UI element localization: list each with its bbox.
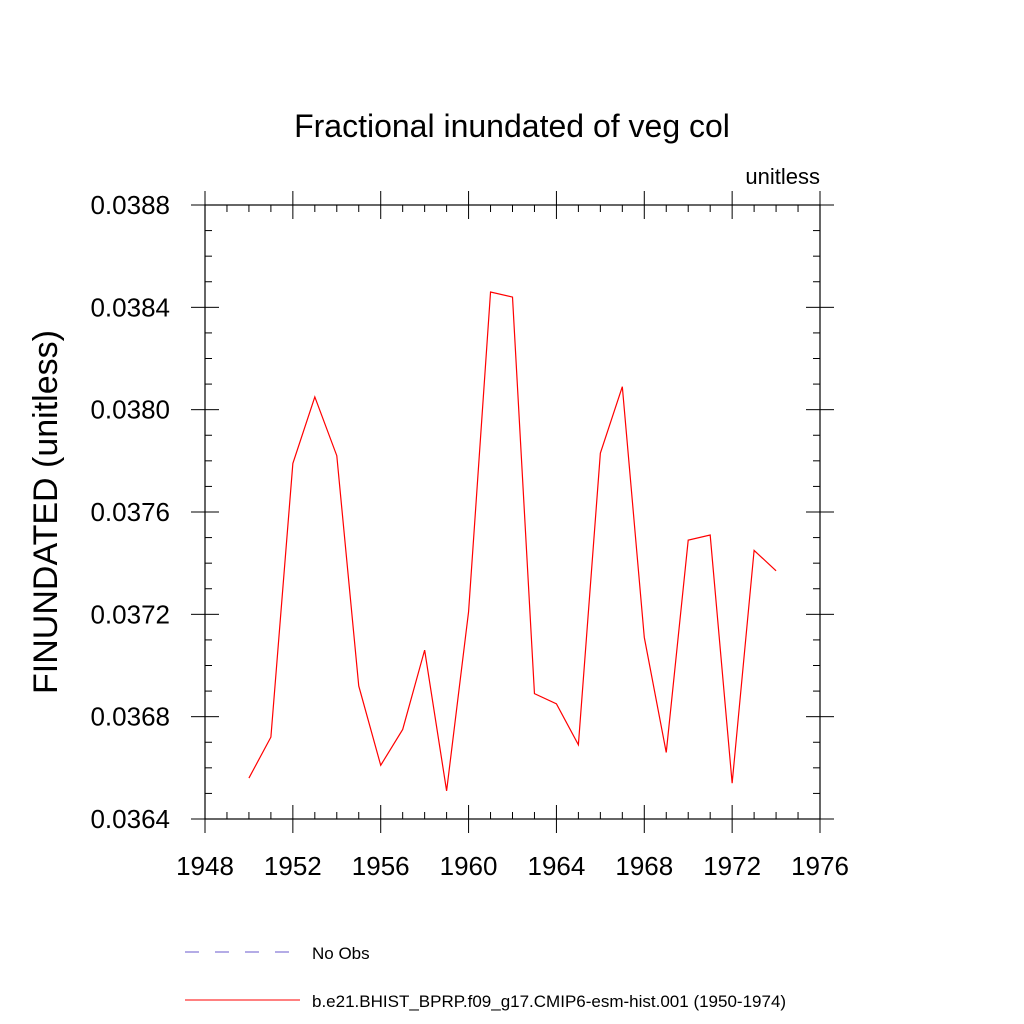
plot-marks (248, 291, 777, 791)
y-tick-label: 0.0368 (90, 702, 170, 732)
x-tick-label: 1968 (615, 851, 673, 881)
y-tick-label: 0.0364 (90, 804, 170, 834)
legend-label: b.e21.BHIST_BPRP.f09_g17.CMIP6-esm-hist.… (312, 992, 786, 1011)
x-tick-label: 1952 (264, 851, 322, 881)
y-axis-label: FINUNDATED (unitless) (27, 330, 65, 694)
x-tick-label: 1960 (440, 851, 498, 881)
x-tick-label: 1948 (176, 851, 234, 881)
units-label: unitless (745, 164, 820, 189)
x-tick-label: 1972 (703, 851, 761, 881)
y-axis-ticks: 0.0364 0.0368 0.0372 0.0376 0.0380 0.0384 0.03… (90, 190, 834, 834)
chart-title: Fractional inundated of veg col (294, 108, 730, 144)
x-tick-label: 1976 (791, 851, 849, 881)
x-tick-label: 1964 (528, 851, 586, 881)
y-tick-label: 0.0380 (90, 395, 170, 425)
y-tick-label: 0.0384 (90, 292, 170, 322)
series-line (248, 291, 777, 791)
legend: No Obs b.e21.BHIST_BPRP.f09_g17.CMIP6-esm… (185, 944, 786, 1011)
y-tick-label: 0.0388 (90, 190, 170, 220)
x-tick-label: 1956 (352, 851, 410, 881)
x-axis-ticks: 1948 1952 1956 1960 1964 1968 1972 1976 (176, 191, 849, 881)
y-tick-label: 0.0376 (90, 497, 170, 527)
legend-label: No Obs (312, 944, 370, 963)
y-tick-label: 0.0372 (90, 599, 170, 629)
